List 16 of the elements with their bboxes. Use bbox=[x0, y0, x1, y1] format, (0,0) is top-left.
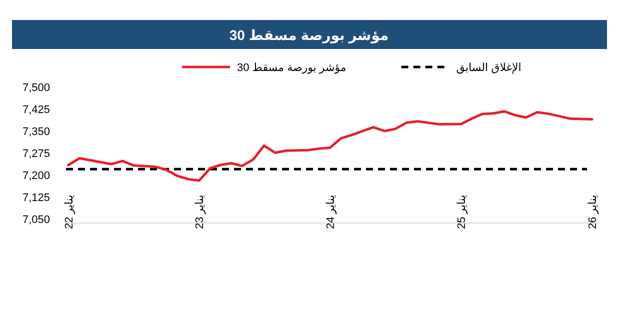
x-tick-label: يناير 26 bbox=[586, 194, 599, 229]
y-tick-label: 7,275 bbox=[22, 148, 50, 160]
chart-title: مؤشر بورصة مسقط 30 bbox=[229, 27, 389, 44]
y-tick-label: 7,125 bbox=[22, 192, 50, 204]
x-tick-label: يناير 24 bbox=[324, 194, 337, 229]
y-tick-label: 7,500 bbox=[22, 82, 50, 94]
y-tick-label: 7,200 bbox=[22, 170, 50, 182]
legend-label: الإغلاق السابق bbox=[456, 62, 522, 74]
y-tick-label: 7,350 bbox=[22, 126, 50, 138]
y-tick-label: 7,050 bbox=[22, 214, 50, 226]
x-tick-label: يناير 25 bbox=[456, 194, 468, 229]
legend-label: مؤشر بورصة مسقط 30 bbox=[237, 62, 346, 74]
y-tick-label: 7,425 bbox=[22, 104, 50, 116]
x-tick-label: يناير 22 bbox=[63, 194, 76, 229]
x-tick-label: يناير 23 bbox=[194, 194, 206, 229]
line-series bbox=[67, 110, 594, 182]
